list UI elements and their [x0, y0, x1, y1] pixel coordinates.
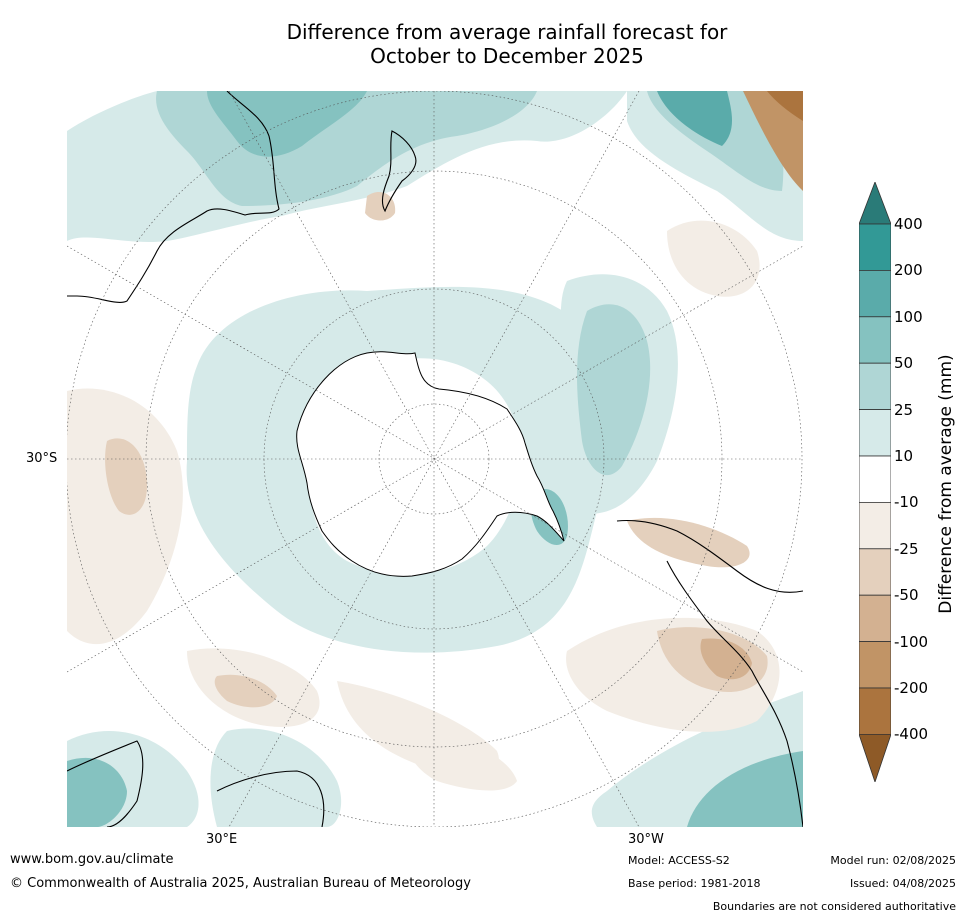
colorbar-segment-dry_50 — [859, 548, 891, 596]
wet-region-south-atlantic-core — [687, 751, 803, 827]
dry-patch-far-ne-core — [767, 91, 803, 121]
wet-region-east-pacific-mid — [577, 304, 651, 476]
colorbar-tick-label: 100 — [894, 307, 923, 326]
dry-patch-south-indian-core — [214, 674, 277, 708]
model-text: Model: ACCESS-S2 — [628, 854, 730, 867]
dry-patch-nz — [365, 192, 396, 221]
colorbar-tick-label: 200 — [894, 261, 923, 280]
colorbar-segment-wet_100 — [859, 316, 891, 364]
colorbar-tick-label: -25 — [894, 539, 919, 558]
colorbar-tick-label: 50 — [894, 354, 914, 373]
australia-coastline — [67, 91, 280, 303]
colorbar-segment-dry_200 — [859, 641, 891, 689]
colorbar-segment-wet_200 — [859, 270, 891, 318]
rainfall-map — [67, 91, 803, 827]
issued-text: Issued: 04/08/2025 — [849, 877, 956, 890]
latitude-label-30s: 30°S — [26, 451, 58, 466]
south-america-east-coast — [666, 560, 803, 827]
colorbar-segment-dry_25 — [859, 501, 891, 550]
dry-patch-east-pacific — [667, 220, 760, 297]
wet-region-pacific-ne-core — [657, 91, 732, 146]
dry-patch-indian-core — [105, 438, 147, 515]
wet-region-tasman-core — [207, 91, 367, 157]
model-run-text: Model run: 02/08/2025 — [830, 854, 956, 867]
colorbar-tick-label: 10 — [894, 447, 914, 465]
colorbar-tick-label: -400 — [894, 725, 929, 744]
colorbar-tick-label: 400 — [894, 215, 923, 233]
africa-madagascar — [216, 770, 325, 827]
wet-band-circumpolar — [186, 286, 615, 653]
colorbar-segment-wet_400 — [859, 223, 891, 271]
colorbar-over-arrow — [859, 182, 891, 225]
title-line-2: October to December 2025 — [370, 44, 644, 68]
disclaimer-text: Boundaries are not considered authoritat… — [712, 900, 956, 913]
title-line-1: Difference from average rainfall forecas… — [286, 20, 728, 44]
colorbar-segment-wet_50 — [859, 362, 891, 410]
dry-patch-south-america-core — [700, 638, 752, 680]
colorbar-segment-neutral — [859, 455, 891, 503]
website-text: www.bom.gov.au/climate — [10, 852, 174, 867]
new-zealand-coastline — [381, 130, 417, 213]
colorbar-title: Difference from average (mm) — [936, 354, 956, 614]
dry-patch-drake — [627, 517, 750, 568]
wet-region-indian-s — [210, 728, 342, 827]
wet-region-indian-sw-core — [67, 757, 127, 827]
dry-patch-indian — [67, 388, 183, 645]
colorbar-segment-wet_25 — [859, 409, 891, 457]
colorbar-segment-dry_400 — [859, 687, 891, 735]
longitude-label-30e: 30°E — [206, 832, 238, 847]
dry-patch-far-ne — [743, 91, 803, 191]
africa-coastline — [67, 740, 144, 827]
colorbar-tick-label: 25 — [894, 400, 914, 419]
colorbar-under-arrow — [859, 734, 891, 782]
chart-title: Difference from average rainfall forecas… — [67, 20, 947, 68]
copyright-text: © Commonwealth of Australia 2025, Austra… — [10, 876, 471, 891]
colorbar-tick-label: -50 — [894, 586, 919, 605]
colorbar-tick-label: -200 — [894, 679, 929, 697]
colorbar-tick-label: -100 — [894, 632, 929, 651]
base-period-text: Base period: 1981-2018 — [628, 877, 761, 890]
graticule — [67, 91, 803, 827]
colorbar-tick-label: -10 — [894, 493, 919, 512]
longitude-label-30w: 30°W — [628, 832, 664, 847]
colorbar-segment-dry_100 — [859, 594, 891, 643]
colorbar — [859, 182, 891, 782]
antarctica-coastline — [296, 351, 565, 577]
south-america-coastline — [616, 519, 803, 593]
